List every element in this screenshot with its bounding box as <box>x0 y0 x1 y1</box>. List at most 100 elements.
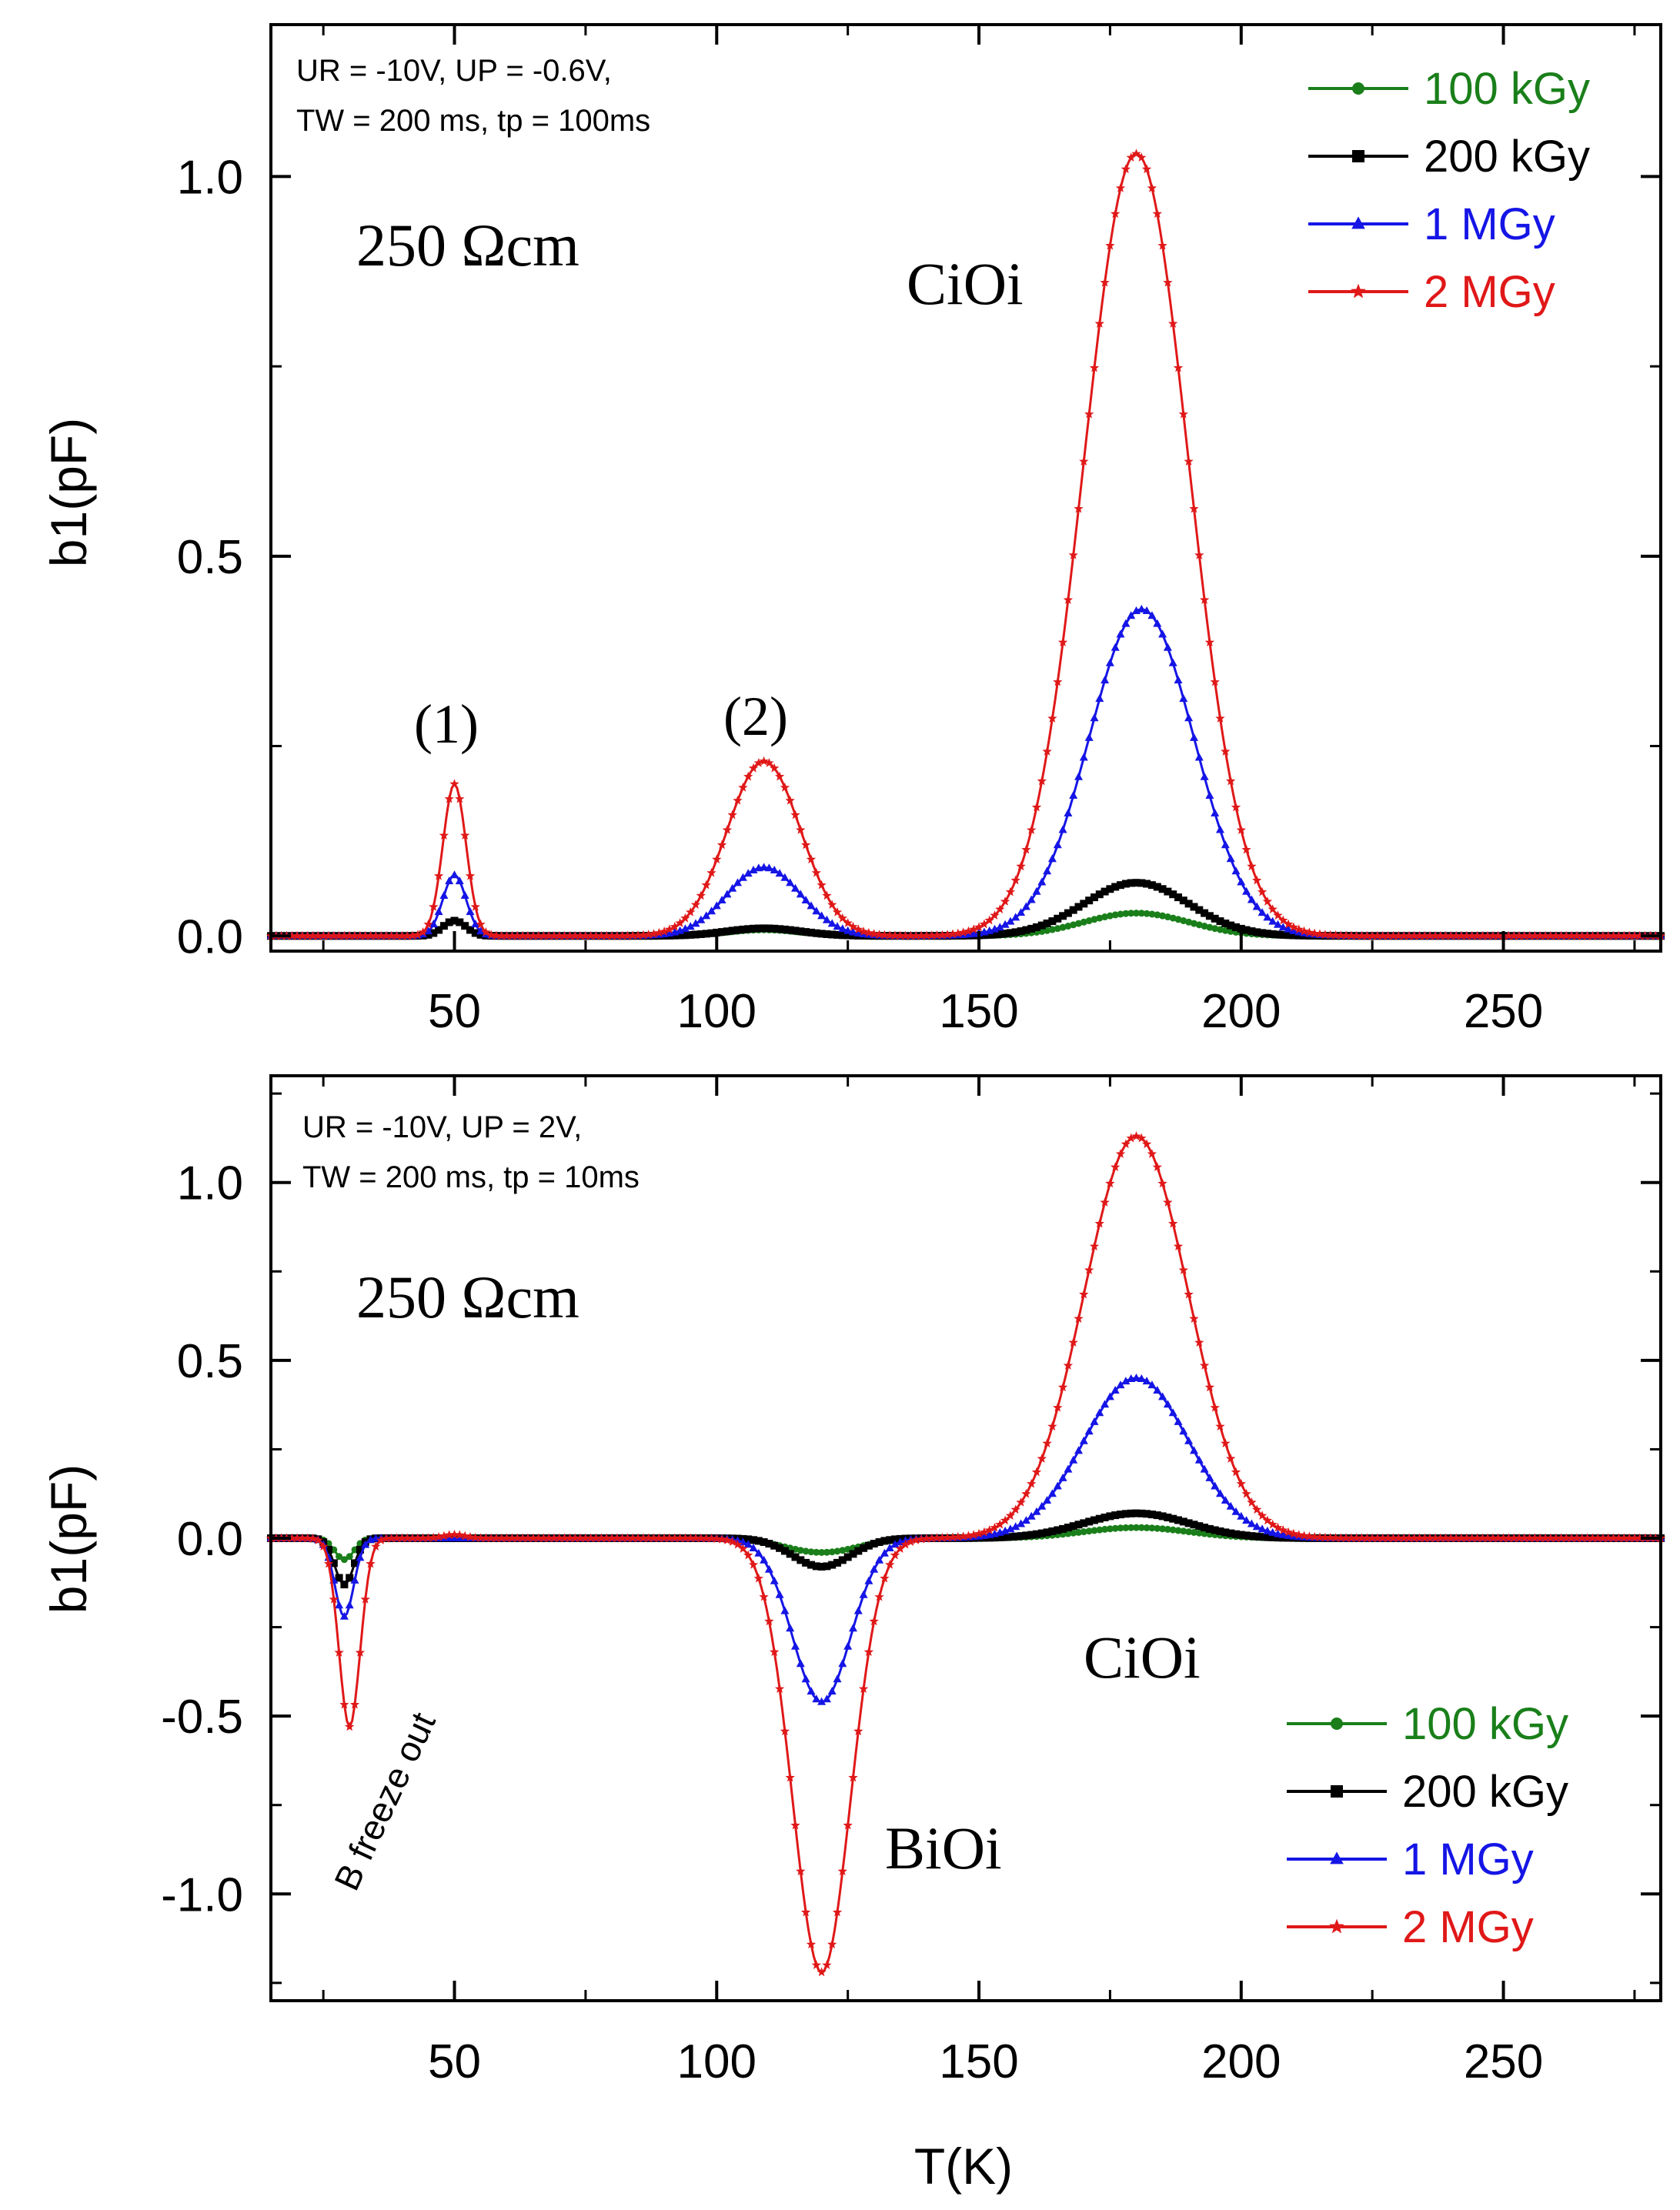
data-point <box>984 1525 994 1534</box>
data-point <box>1000 896 1010 906</box>
data-point <box>397 1533 407 1543</box>
data-point <box>424 926 433 935</box>
data-point <box>858 1684 869 1694</box>
data-point <box>1152 1162 1162 1172</box>
data-point <box>1189 503 1199 513</box>
data-point <box>1168 1408 1177 1417</box>
data-point <box>1216 1489 1224 1497</box>
data-point <box>706 1533 716 1543</box>
data-point <box>1075 920 1083 927</box>
data-point <box>849 1624 857 1632</box>
data-point <box>507 1533 517 1543</box>
x-tick-label: 100 <box>677 985 757 1038</box>
data-point <box>1226 854 1235 863</box>
data-point <box>1095 1408 1104 1417</box>
data-point <box>1101 1525 1109 1533</box>
data-point <box>1154 1524 1161 1532</box>
data-point <box>979 1527 990 1537</box>
data-point <box>690 1533 701 1543</box>
data-point <box>1043 866 1052 875</box>
data-point <box>1566 930 1577 940</box>
data-point <box>623 1533 633 1543</box>
data-point <box>1614 930 1624 940</box>
data-point <box>895 1544 905 1553</box>
data-point <box>864 1576 873 1584</box>
data-point <box>407 930 418 940</box>
data-point <box>1016 1497 1026 1507</box>
data-point <box>376 1535 386 1544</box>
data-point <box>817 1967 827 1977</box>
data-point <box>1257 886 1268 896</box>
top-peak-1-label: (1) <box>414 693 479 755</box>
data-point <box>827 919 837 927</box>
data-point <box>1268 1519 1278 1529</box>
data-point <box>376 930 386 940</box>
data-point <box>838 924 847 933</box>
data-point <box>339 930 349 940</box>
data-point <box>1535 1533 1545 1543</box>
data-point <box>743 1540 753 1548</box>
data-point <box>1274 1529 1282 1537</box>
data-point <box>1194 753 1204 761</box>
data-point <box>649 1533 659 1543</box>
data-point <box>1561 930 1571 940</box>
data-point <box>1241 1488 1251 1498</box>
data-point <box>947 1532 958 1542</box>
data-point <box>1571 1533 1582 1543</box>
data-point <box>1420 1533 1430 1543</box>
top-y-axis-label: b1(pF) <box>40 418 97 567</box>
data-point <box>712 901 721 910</box>
data-point <box>990 924 999 933</box>
data-point <box>1117 910 1124 918</box>
data-point <box>1446 1533 1456 1543</box>
data-point <box>602 930 612 940</box>
data-point <box>329 930 339 940</box>
data-point <box>1147 183 1157 192</box>
data-point <box>1283 1527 1294 1537</box>
data-point <box>1566 1533 1577 1543</box>
data-point <box>491 1533 502 1543</box>
data-point <box>770 763 780 773</box>
data-point <box>386 930 396 940</box>
data-point <box>559 1533 569 1543</box>
data-point <box>1174 1417 1183 1425</box>
data-point <box>1043 1496 1052 1504</box>
data-point <box>602 1533 612 1543</box>
data-point <box>890 930 900 940</box>
data-point <box>1314 929 1325 939</box>
data-point <box>848 1772 858 1782</box>
x-tick-label: 50 <box>428 985 481 1038</box>
data-point <box>1153 1386 1162 1394</box>
y-tick-label: -0.5 <box>161 1691 243 1744</box>
data-point <box>445 876 454 885</box>
data-point <box>664 1533 675 1543</box>
data-point <box>345 930 355 940</box>
data-point <box>1195 921 1203 929</box>
data-point <box>523 1533 533 1543</box>
data-point <box>1074 772 1083 780</box>
data-point <box>870 1564 879 1573</box>
data-point <box>1378 1533 1388 1543</box>
data-point <box>486 1533 496 1543</box>
data-point <box>539 930 549 940</box>
data-point <box>1446 930 1456 940</box>
data-point <box>1105 240 1115 250</box>
data-point <box>591 1533 601 1543</box>
data-point <box>1268 904 1278 913</box>
data-point <box>974 922 984 932</box>
data-point <box>1184 456 1194 466</box>
data-point <box>743 869 753 877</box>
data-point <box>491 930 502 940</box>
data-point <box>1577 1533 1587 1543</box>
data-point <box>1561 1533 1571 1543</box>
data-point <box>1169 914 1177 922</box>
data-point <box>812 1694 821 1703</box>
data-point <box>1000 1515 1010 1525</box>
data-point <box>880 1548 889 1557</box>
data-point <box>1351 930 1361 940</box>
data-point <box>1184 1436 1194 1444</box>
series-line <box>271 608 1661 937</box>
data-point <box>1094 319 1104 328</box>
data-point <box>780 1726 790 1736</box>
data-point <box>1154 911 1161 919</box>
